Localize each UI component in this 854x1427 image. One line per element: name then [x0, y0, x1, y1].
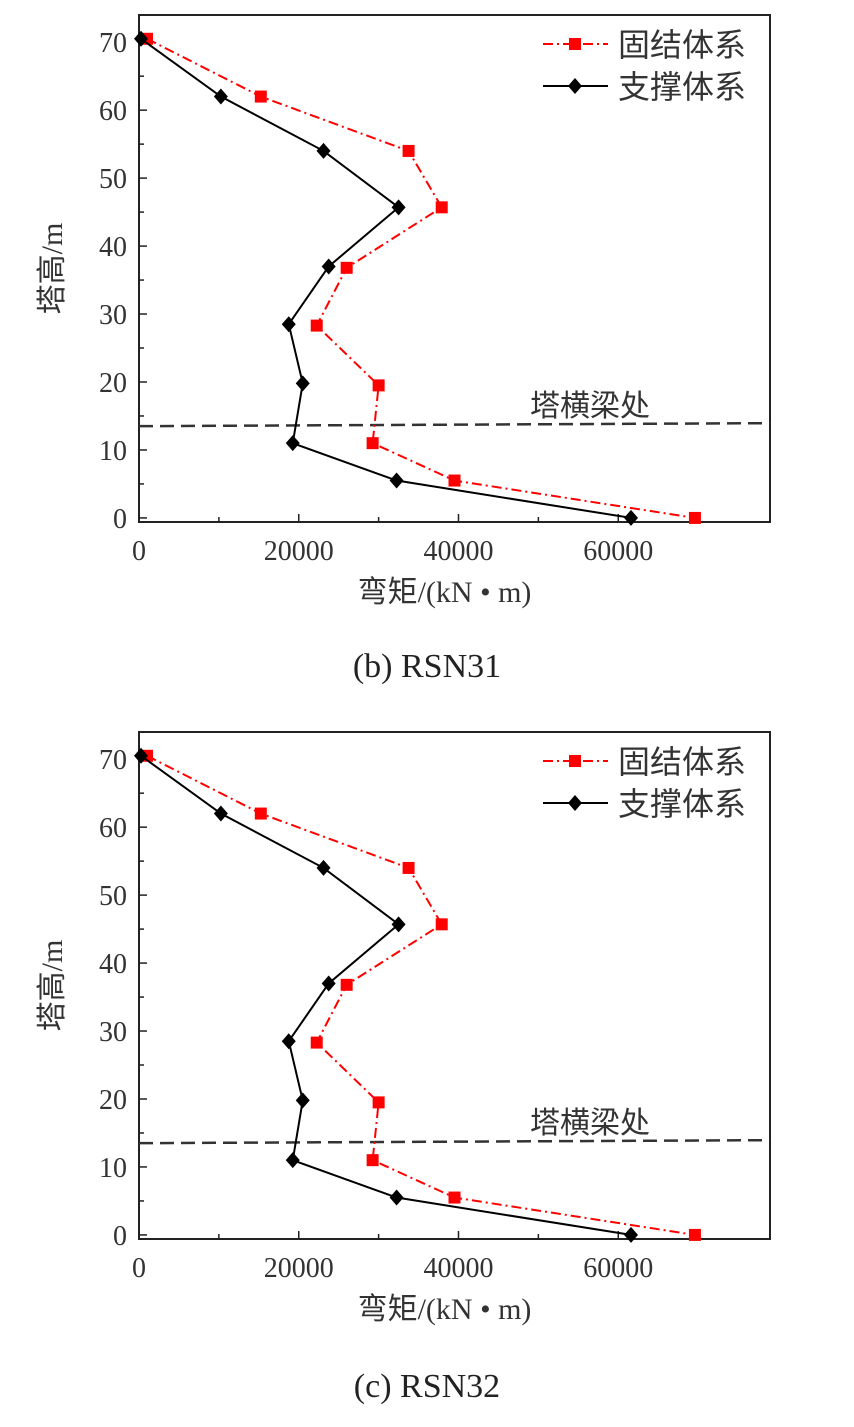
legend-label: 支撑体系 — [618, 786, 746, 822]
data-point-diamond — [316, 142, 331, 159]
data-point-square — [435, 201, 448, 214]
data-point-square — [310, 1036, 323, 1049]
data-point-square — [688, 1228, 701, 1241]
series-line-0 — [146, 37, 696, 519]
data-point-diamond — [133, 30, 148, 47]
y-tick-label: 50 — [99, 164, 127, 195]
legend-label: 支撑体系 — [618, 69, 746, 105]
legend-marker-diamond — [568, 795, 582, 811]
plot-frame — [138, 14, 771, 523]
data-point-diamond — [281, 316, 296, 333]
data-point-diamond — [389, 1189, 404, 1206]
data-point-diamond — [391, 916, 406, 933]
y-axis-label: 塔高/m — [36, 223, 69, 315]
y-tick-label: 30 — [99, 1017, 127, 1048]
x-tick-label: 0 — [132, 1253, 146, 1284]
series-line-1 — [140, 754, 632, 1236]
data-point-diamond — [285, 1152, 300, 1169]
crossbeam-label: 塔横梁处 — [530, 1107, 650, 1140]
chart-rsn32: 0 20000 40000 60000 0 10 20 30 40 50 60 70 弯矩/(kN • … — [36, 731, 771, 1326]
data-point-square — [435, 918, 448, 931]
data-point-diamond — [133, 747, 148, 764]
data-point-diamond — [321, 258, 336, 275]
data-point-square — [340, 261, 353, 274]
x-tick-label: 0 — [132, 536, 146, 567]
y-tick-label: 70 — [99, 745, 127, 776]
data-point-square — [688, 511, 701, 524]
data-point-square — [310, 319, 323, 332]
legend-marker-square — [569, 755, 581, 767]
y-axis-label: 塔高/m — [36, 940, 69, 1032]
data-point-square — [366, 1154, 379, 1167]
y-tick-label: 10 — [99, 1153, 127, 1184]
data-point-square — [448, 474, 461, 487]
data-point-diamond — [295, 375, 310, 392]
y-tick-label: 60 — [99, 813, 127, 844]
x-tick-label: 60000 — [583, 536, 653, 567]
legend-label: 固结体系 — [618, 744, 746, 780]
y-tick-label: 60 — [99, 96, 127, 127]
y-tick-label: 0 — [113, 1221, 127, 1252]
chart-rsn31: 0 20000 40000 60000 0 10 20 30 40 50 60 70 弯矩/(kN • … — [36, 14, 771, 609]
data-point-diamond — [624, 1226, 639, 1243]
y-tick-label: 70 — [99, 28, 127, 59]
series-line-1 — [140, 37, 632, 519]
data-point-diamond — [391, 199, 406, 216]
data-point-diamond — [389, 472, 404, 489]
data-point-square — [372, 379, 385, 392]
crossbeam-line — [138, 421, 771, 428]
data-point-diamond — [213, 805, 228, 822]
x-tick-label: 40000 — [423, 1253, 493, 1284]
data-point-square — [372, 1096, 385, 1109]
data-point-square — [448, 1191, 461, 1204]
x-axis-label: 弯矩/(kN • m) — [358, 1293, 532, 1326]
data-point-square — [340, 978, 353, 991]
legend-marker-diamond — [568, 78, 582, 94]
data-point-diamond — [624, 509, 639, 526]
series-line-0 — [146, 754, 696, 1236]
plot-frame — [138, 731, 771, 1240]
x-tick-label: 20000 — [264, 536, 334, 567]
data-point-diamond — [285, 435, 300, 452]
data-point-diamond — [316, 859, 331, 876]
data-point-square — [366, 437, 379, 450]
x-axis-label: 弯矩/(kN • m) — [358, 576, 532, 609]
x-tick-label: 40000 — [423, 536, 493, 567]
y-tick-label: 20 — [99, 368, 127, 399]
data-point-diamond — [213, 88, 228, 105]
data-point-diamond — [281, 1033, 296, 1050]
y-tick-label: 20 — [99, 1085, 127, 1116]
data-point-diamond — [321, 975, 336, 992]
y-tick-label: 30 — [99, 300, 127, 331]
y-tick-label: 10 — [99, 436, 127, 467]
crossbeam-line — [138, 1138, 771, 1145]
y-tick-label: 40 — [99, 232, 127, 263]
x-tick-label: 60000 — [583, 1253, 653, 1284]
y-tick-label: 0 — [113, 504, 127, 535]
data-point-square — [402, 144, 415, 157]
legend-label: 固结体系 — [618, 27, 746, 63]
caption-rsn32: (c) RSN32 — [353, 1368, 501, 1405]
data-point-square — [254, 807, 267, 820]
data-point-square — [254, 90, 267, 103]
y-tick-label: 40 — [99, 949, 127, 980]
caption-rsn31: (b) RSN31 — [352, 648, 502, 685]
crossbeam-label: 塔横梁处 — [530, 390, 650, 423]
legend-marker-square — [569, 38, 581, 50]
y-tick-label: 50 — [99, 881, 127, 912]
data-point-diamond — [295, 1092, 310, 1109]
x-tick-label: 20000 — [264, 1253, 334, 1284]
data-point-square — [402, 861, 415, 874]
